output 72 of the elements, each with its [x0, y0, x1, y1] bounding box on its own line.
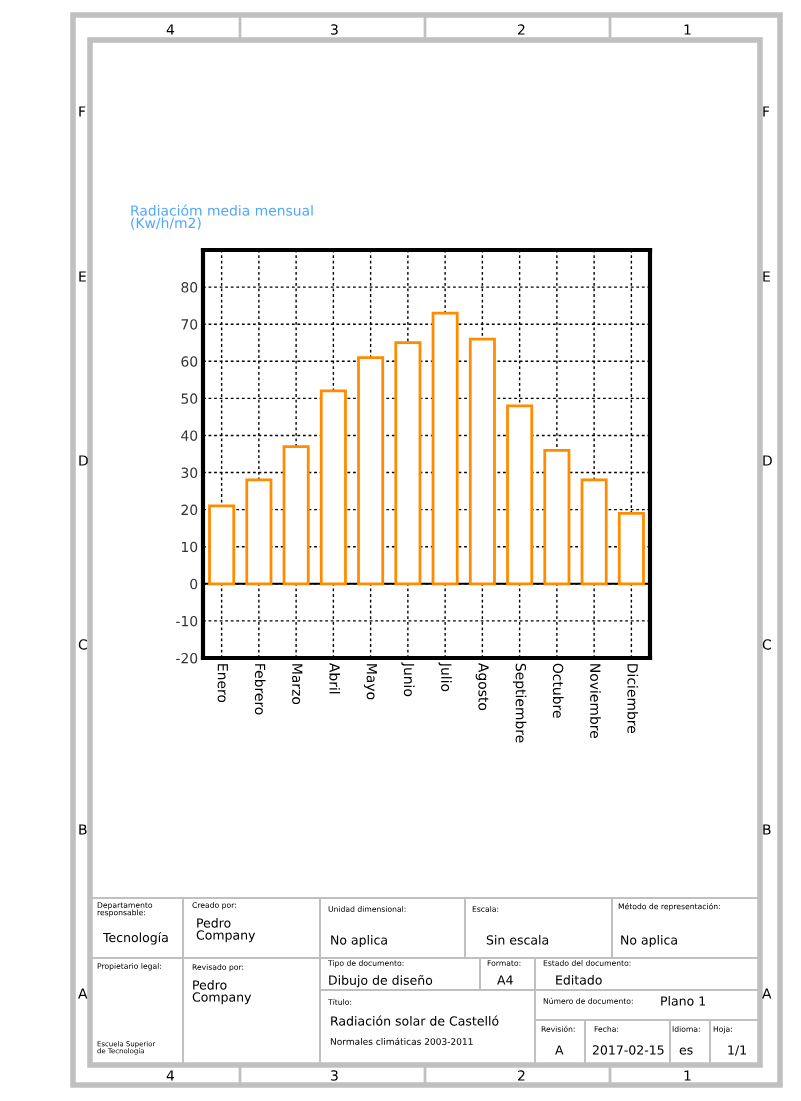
x-tick-label: Junio [401, 662, 415, 697]
text: C [78, 639, 87, 650]
x-tick-label: Mayo [363, 664, 377, 700]
text: A4 [497, 975, 513, 985]
bar [282, 445, 310, 586]
text: B [763, 824, 771, 835]
x-tick-label: Marzo [292, 664, 303, 705]
chart-title: Radiacióm media mensual (Kw/h/m2) [131, 204, 313, 230]
text: es [679, 1047, 693, 1055]
x-tick-label: Enero [217, 664, 228, 703]
text: 1/1 [728, 1045, 746, 1056]
text: Radiación solar de Castelló [331, 1015, 499, 1026]
text: E [79, 271, 86, 282]
text: Sin escala [486, 935, 549, 945]
text: 2 [518, 1070, 525, 1081]
y-tick-label: 20 [181, 504, 198, 516]
bar [580, 478, 608, 586]
y-tick-label: 80 [181, 282, 198, 293]
y-tick-label: 30 [181, 467, 198, 479]
x-tick-label: Noviembre [590, 664, 601, 738]
text: Normales climáticas 2003-2011 [330, 1037, 473, 1045]
text: C [762, 639, 771, 650]
bar [543, 448, 571, 586]
bar [394, 341, 422, 586]
bar [506, 404, 534, 586]
text: F [79, 106, 86, 117]
x-tick-label: Julio [438, 662, 452, 692]
x-tick-label: Octubre [552, 663, 564, 718]
text: 1 [684, 24, 691, 35]
x-tick-label: Diciembre [627, 664, 639, 733]
text: 2 [518, 24, 525, 35]
text: D [763, 455, 772, 466]
text: 2017-02-15 [592, 1045, 664, 1055]
text: A [78, 988, 88, 999]
y-tick-label: 50 [181, 393, 198, 404]
bar [357, 356, 385, 586]
text: D [79, 455, 88, 466]
y-tick-label: -10 [176, 615, 198, 627]
text: Plano 1 [661, 996, 706, 1006]
text: 3 [331, 24, 338, 35]
text: Pedro Company [196, 918, 256, 943]
x-tick-label: Agosto [475, 662, 489, 711]
text: Editado [556, 975, 602, 985]
bar [431, 311, 459, 586]
y-tick-label: 0 [190, 578, 198, 590]
y-tick-label: 60 [181, 356, 198, 367]
text: 1 [684, 1070, 691, 1081]
bar [468, 337, 496, 586]
text: B [79, 824, 87, 835]
text: 4 [166, 24, 175, 35]
text: Pedro Company [192, 980, 252, 1005]
text: A [555, 1045, 564, 1055]
bar [617, 511, 645, 586]
text: Dibujo de diseño [329, 975, 433, 988]
text: F [763, 106, 770, 117]
bar [245, 478, 273, 586]
text: No aplica [331, 935, 387, 948]
x-tick-label: Abril [329, 662, 341, 694]
y-tick-label: -20 [176, 652, 198, 664]
bar [319, 389, 347, 586]
text: Tecnología [102, 932, 168, 945]
y-tick-label: 10 [181, 541, 198, 553]
y-tick-label: 40 [181, 430, 198, 441]
bar [208, 504, 236, 586]
x-tick-label: Febrero [254, 664, 266, 715]
text: E [763, 271, 770, 282]
y-tick-label: 70 [181, 319, 198, 330]
text: A [762, 988, 772, 999]
text: No aplica [621, 935, 677, 948]
text: 3 [331, 1070, 338, 1081]
x-tick-label: Septiembre [512, 663, 527, 743]
text: 4 [166, 1070, 175, 1081]
